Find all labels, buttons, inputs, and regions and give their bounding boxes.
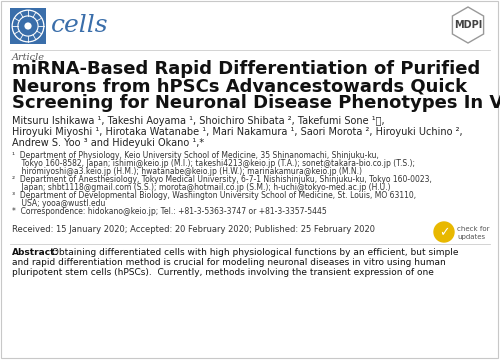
Polygon shape <box>452 7 484 43</box>
Text: *  Correspondence: hidokano@keio.jp; Tel.: +81-3-5363-3747 or +81-3-3357-5445: * Correspondence: hidokano@keio.jp; Tel.… <box>12 207 327 216</box>
Text: Article: Article <box>12 53 45 62</box>
Text: cells: cells <box>51 14 108 37</box>
Text: pluripotent stem cells (hPSCs).  Currently, methods involving the transient expr: pluripotent stem cells (hPSCs). Currentl… <box>12 268 434 277</box>
Text: updates: updates <box>457 234 485 240</box>
FancyBboxPatch shape <box>10 8 46 44</box>
Circle shape <box>24 22 32 30</box>
Text: Mitsuru Ishikawa ¹, Takeshi Aoyama ¹, Shoichiro Shibata ², Takefumi Sone ¹ⓘ,: Mitsuru Ishikawa ¹, Takeshi Aoyama ¹, Sh… <box>12 116 384 126</box>
Text: Abstract:: Abstract: <box>12 248 59 257</box>
Text: Hiroyuki Miyoshi ¹, Hirotaka Watanabe ¹, Mari Nakamura ¹, Saori Morota ², Hiroyu: Hiroyuki Miyoshi ¹, Hirotaka Watanabe ¹,… <box>12 127 462 137</box>
Text: ²  Department of Anesthesiology, Tokyo Medical University, 6-7-1 Nishishinjuku, : ² Department of Anesthesiology, Tokyo Me… <box>12 175 432 184</box>
Text: ✓: ✓ <box>439 226 449 239</box>
Text: ³  Department of Developmental Biology, Washington University School of Medicine: ³ Department of Developmental Biology, W… <box>12 191 416 200</box>
Text: MDPI: MDPI <box>454 20 482 30</box>
Text: Screening for Neuronal Disease Phenotypes In Vitro: Screening for Neuronal Disease Phenotype… <box>12 94 500 112</box>
Text: Neurons from hPSCs Advancestowards Quick: Neurons from hPSCs Advancestowards Quick <box>12 77 467 95</box>
Text: hiromiyoshi@a3.keio.jp (H.M.); hwatanabe@keio.jp (H.W.); marinakamura@keio.jp (M: hiromiyoshi@a3.keio.jp (H.M.); hwatanabe… <box>12 167 362 176</box>
Text: check for: check for <box>457 226 490 232</box>
Text: Japan; shbt1118@gmail.com (S.S.); morota@hotmail.co.jp (S.M.); h-uchi@tokyo-med.: Japan; shbt1118@gmail.com (S.S.); morota… <box>12 183 390 192</box>
Text: Received: 15 January 2020; Accepted: 20 February 2020; Published: 25 February 20: Received: 15 January 2020; Accepted: 20 … <box>12 225 375 234</box>
Text: miRNA-Based Rapid Differentiation of Purified: miRNA-Based Rapid Differentiation of Pur… <box>12 60 480 78</box>
Text: Obtaining differentiated cells with high physiological functions by an efficient: Obtaining differentiated cells with high… <box>49 248 459 257</box>
Text: ¹  Department of Physiology, Keio University School of Medicine, 35 Shinanomachi: ¹ Department of Physiology, Keio Univers… <box>12 151 379 160</box>
Circle shape <box>434 222 454 242</box>
Text: and rapid differentiation method is crucial for modeling neuronal diseases in vi: and rapid differentiation method is cruc… <box>12 258 446 267</box>
Text: Tokyo 160-8582, Japan; ishimi@keio.jp (M.I.); takeshi4213@keio.jp (T.A.); sonet@: Tokyo 160-8582, Japan; ishimi@keio.jp (M… <box>12 159 415 168</box>
Text: USA; yooa@wustl.edu: USA; yooa@wustl.edu <box>12 199 106 208</box>
Text: Andrew S. Yoo ³ and Hideyuki Okano ¹,*: Andrew S. Yoo ³ and Hideyuki Okano ¹,* <box>12 138 204 148</box>
